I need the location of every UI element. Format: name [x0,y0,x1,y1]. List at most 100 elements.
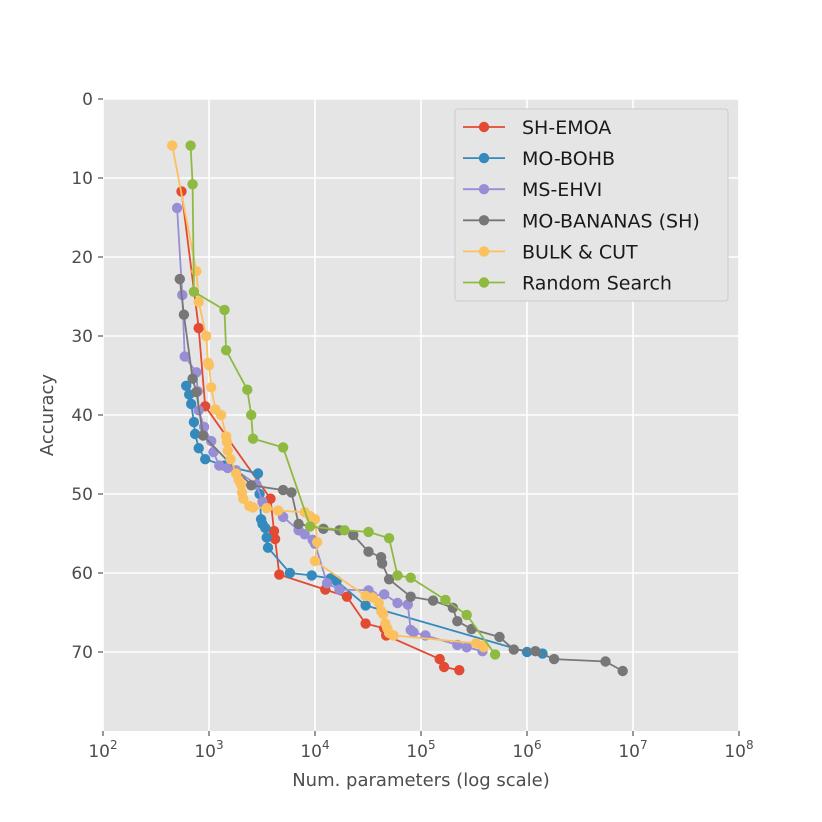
data-point-mo-bananas-sh [174,273,185,285]
data-point-random-search [440,594,451,606]
legend-item: MS-EHVI [463,179,602,201]
data-point-random-search [383,533,395,544]
legend-label: MO-BOHB [522,148,615,170]
data-point-ms-ehvi [321,578,333,589]
data-point-random-search [187,179,198,190]
data-point-ms-ehvi [402,599,413,610]
data-point-random-search [247,433,259,444]
data-point-bulk-cut [215,409,227,421]
data-point-bulk-cut [273,505,284,516]
data-point-ms-ehvi [222,462,233,474]
data-point-ms-ehvi [379,589,390,600]
data-point-sh-emoa [434,653,445,665]
series-mo-bananas-sh [174,273,628,677]
data-point-sh-emoa [438,661,450,673]
data-point-random-search [188,286,200,297]
data-point-random-search [489,649,501,660]
data-point-bulk-cut [388,630,399,641]
data-point-sh-emoa [454,665,465,676]
data-point-sh-emoa [274,569,285,580]
data-point-mo-bananas-sh [427,595,439,606]
data-point-mo-bananas-sh [277,484,289,496]
data-point-mo-bohb [306,570,317,581]
y-tick-label: 20 [71,248,93,268]
y-tick-label: 10 [71,169,93,189]
data-point-bulk-cut [193,296,204,308]
data-point-mo-bohb [260,522,271,534]
data-point-bulk-cut [261,503,272,514]
data-point-mo-bananas-sh [363,546,374,557]
data-point-bulk-cut [203,360,215,371]
legend-label: MS-EHVI [522,179,602,201]
data-point-random-search [220,345,232,356]
data-point-mo-bohb [186,398,197,410]
legend-swatch-marker [478,152,490,164]
legend-item: BULK & CUT [463,241,638,263]
data-point-mo-bohb [188,416,200,428]
data-point-random-search [392,570,403,581]
data-point-mo-bohb [193,443,204,454]
data-point-sh-emoa [341,591,353,602]
x-tick-label: 105 [406,738,435,762]
x-tick-label: 102 [88,738,117,762]
data-point-random-search [461,609,472,621]
data-point-mo-bananas-sh [286,487,297,498]
legend-label: BULK & CUT [522,241,638,263]
data-point-mo-bohb [284,567,296,579]
x-tick-label: 106 [512,738,541,762]
y-tick-label: 30 [71,327,93,347]
series-random-search [185,140,501,660]
data-point-mo-bananas-sh [293,518,304,530]
data-point-mo-bananas-sh [197,430,209,441]
legend-item: Random Search [463,273,672,295]
data-point-ms-ehvi [206,435,217,447]
data-point-mo-bananas-sh [383,574,395,585]
data-point-bulk-cut [201,330,212,342]
data-point-bulk-cut [221,436,233,448]
y-axis-title: Accuracy [37,374,58,457]
y-tick-label: 40 [71,406,93,426]
x-tick-label: 108 [724,738,753,762]
legend-item: SH-EMOA [463,117,611,139]
data-point-ms-ehvi [461,642,472,653]
data-point-ms-ehvi [392,597,403,609]
data-point-mo-bananas-sh [405,591,416,602]
data-point-ms-ehvi [299,529,310,540]
data-point-random-search [405,572,416,583]
data-point-mo-bananas-sh [530,646,541,657]
legend-swatch-marker [478,121,490,133]
series-line-random-search [189,145,496,655]
data-point-mo-bananas-sh [452,616,463,627]
series-bulk-cut [167,140,489,653]
data-point-mo-bohb [360,600,371,611]
data-point-mo-bohb [252,468,264,479]
data-point-bulk-cut [247,502,259,513]
data-point-ms-ehvi [179,351,190,362]
data-point-bulk-cut [222,445,233,456]
legend: SH-EMOA MO-BOHB MS-EHVI MO-BANANAS (SH) BULK… [454,108,729,302]
x-axis-title: Num. parameters (log scale) [292,770,550,791]
y-tick-label: 50 [71,485,93,505]
data-point-mo-bananas-sh [508,644,519,655]
data-point-mo-bananas-sh [246,480,257,491]
data-point-ms-ehvi [208,446,219,458]
data-point-mo-bananas-sh [617,665,628,677]
data-point-sh-emoa [193,322,204,334]
data-point-random-search [185,140,196,151]
data-point-random-search [242,384,253,395]
data-point-bulk-cut [378,608,389,620]
y-tick-label: 0 [82,90,93,110]
data-point-bulk-cut [167,140,178,151]
legend-swatch-marker [478,277,490,288]
legend-swatch-marker [478,184,490,195]
legend-swatch-marker [478,246,490,257]
y-tick-label: 70 [71,643,93,663]
data-point-random-search [219,304,230,316]
data-point-random-search [304,521,316,532]
data-point-random-search [246,409,257,421]
data-point-mo-bohb [262,542,274,553]
legend-swatch-marker [478,215,490,226]
data-point-random-search [363,526,374,538]
data-point-bulk-cut [478,642,489,653]
